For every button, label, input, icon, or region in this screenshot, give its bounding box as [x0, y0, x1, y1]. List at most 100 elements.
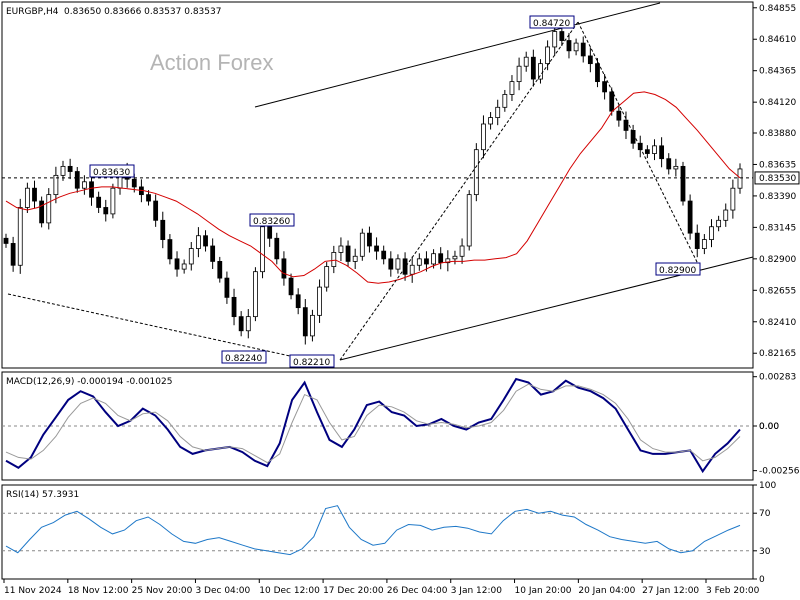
price-candle-body: [67, 165, 73, 172]
swing-label-text: 0.82240: [225, 354, 262, 364]
swing-label-text: 0.82210: [293, 358, 330, 368]
price-candle-body: [694, 232, 700, 249]
price-candle-body: [701, 239, 707, 249]
price-candle-body: [438, 253, 444, 264]
rsi-panel-frame: [1, 484, 754, 580]
price-candle-body: [673, 165, 679, 170]
x-tick-label: 20 Jan 04:00: [578, 586, 635, 596]
price-header-symbol: EURGBP,H4: [6, 7, 59, 17]
x-tick-label: 27 Jan 12:00: [642, 586, 699, 596]
price-candle-body: [723, 209, 729, 221]
price-candle-body: [666, 158, 672, 170]
zigzag-down-line: [577, 21, 701, 269]
price-candle-body: [39, 200, 45, 224]
lower-trend-dashed-line: [7, 293, 291, 357]
swing-label-text: 0.84720: [533, 19, 570, 29]
swing-label-text: 0.82900: [659, 266, 696, 276]
price-candle-body: [60, 165, 66, 176]
price-candle-body: [530, 56, 536, 80]
price-candle-body: [595, 63, 600, 83]
price-candle-body: [238, 316, 244, 332]
zigzag-up-line: [339, 21, 579, 361]
price-candle-body: [96, 196, 102, 208]
price-candle-body: [709, 226, 714, 240]
swing-label-box: [249, 213, 295, 227]
price-candle-body: [53, 174, 59, 196]
price-candle-body: [32, 187, 37, 202]
price-candle-body: [659, 145, 665, 160]
price-candle-body: [367, 232, 372, 247]
price-candle-body: [345, 245, 351, 262]
x-tick-label: 3 Feb 20:00: [706, 586, 760, 596]
price-candle-body: [153, 200, 159, 221]
rsi-y-tick-label: 0: [759, 575, 765, 585]
price-candle-body: [359, 232, 365, 257]
price-candle-body: [352, 255, 358, 262]
swing-label-box: [289, 354, 335, 368]
price-candle-body: [466, 194, 472, 247]
rsi-layer: [2, 505, 753, 556]
macd-y-tick-label: -0.002563: [759, 467, 800, 477]
price-candle-body: [424, 258, 429, 265]
price-candle-body: [388, 258, 394, 270]
price-y-tick-label: 0.82410: [759, 318, 796, 328]
price-candle-body: [260, 226, 265, 273]
price-candle-body: [459, 245, 465, 257]
price-panel-frame: [1, 1, 754, 369]
price-candle-body: [630, 130, 636, 144]
price-candle-body: [644, 149, 650, 154]
rsi-header: RSI(14) 57.3931: [6, 490, 79, 500]
price-candle-body: [652, 145, 657, 154]
price-candle-body: [516, 65, 522, 83]
price-candle-body: [253, 271, 258, 318]
price-candle-body: [609, 91, 615, 112]
macd-line: [5, 377, 741, 474]
price-candle-body: [146, 194, 151, 202]
price-candle-body: [274, 237, 280, 260]
macd-header: MACD(12,26,9) -0.000194 -0.001025: [6, 377, 172, 387]
swing-label-box: [529, 15, 575, 29]
swing-label-box: [221, 350, 267, 364]
swing-label-text: 0.83630: [93, 168, 130, 178]
price-candle-body: [210, 245, 216, 262]
price-candle-body: [445, 258, 451, 264]
price-candle-body: [81, 181, 87, 189]
macd-y-tick-label: 0.00: [759, 422, 779, 432]
price-candle-body: [402, 258, 408, 275]
current-price-marker: [754, 171, 800, 185]
moving-average-line: [5, 91, 741, 284]
price-candle-body: [538, 63, 543, 80]
axis-layer: 0.84855 0.84610 0.84365 0.84120 0.83880 0.836…: [3, 4, 800, 596]
rsi-y-tick-label: 70: [759, 509, 771, 519]
price-y-tick-label: 0.84120: [759, 98, 796, 108]
price-candle-body: [317, 286, 322, 316]
price-candle-body: [295, 294, 301, 309]
price-candle-body: [602, 81, 608, 93]
price-candle-body: [103, 207, 109, 215]
price-candle-body: [409, 264, 415, 275]
price-candle-body: [10, 243, 16, 266]
price-y-tick-label: 0.84365: [759, 67, 796, 77]
price-candle-body: [616, 110, 622, 121]
price-candle-body: [74, 171, 80, 189]
price-candle-body: [716, 219, 722, 228]
x-tick-label: 3 Jan 12:00: [451, 586, 503, 596]
price-candle-body: [89, 181, 94, 198]
price-candle-body: [110, 187, 116, 215]
price-candle-body: [488, 117, 493, 125]
price-layer: 0.84720 0.83630 0.83260 0.82240 0.82210 0.829…: [2, 2, 754, 368]
macd-layer: [2, 377, 753, 474]
price-candle-body: [623, 119, 629, 131]
price-candle-body: [181, 263, 187, 270]
price-candle-body: [3, 237, 9, 244]
price-candle-body: [188, 248, 194, 265]
price-candle-body: [167, 239, 173, 260]
price-candle-body: [502, 94, 508, 108]
price-candle-body: [587, 55, 593, 65]
x-tick-label: 11 Nov 2024: [4, 586, 62, 596]
price-candle-body: [324, 266, 330, 288]
price-candle-body: [203, 235, 208, 247]
price-y-tick-label: 0.83390: [759, 192, 796, 202]
price-candle-body: [331, 252, 337, 267]
price-y-tick-label: 0.83145: [759, 223, 796, 233]
